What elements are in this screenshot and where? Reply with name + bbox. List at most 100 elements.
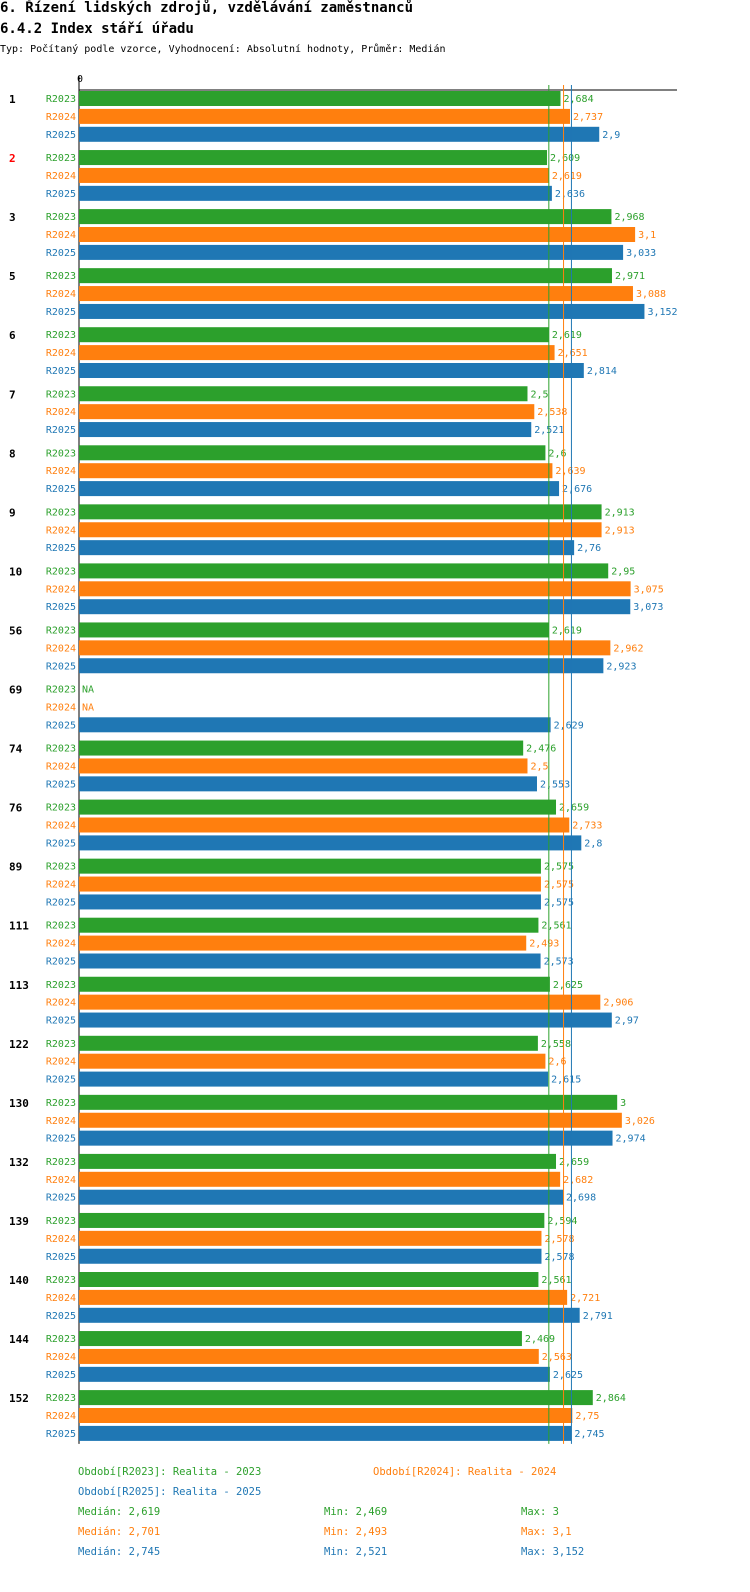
category-label: 132 xyxy=(9,1156,29,1169)
bar xyxy=(79,185,552,201)
bar xyxy=(79,563,609,579)
data-label: 2,864 xyxy=(596,1393,626,1404)
bar xyxy=(79,1071,549,1087)
bar xyxy=(79,1425,572,1441)
data-label: 2,5 xyxy=(530,389,548,400)
stat-max-r2025: Max: 3,152 xyxy=(521,1546,585,1558)
series-label: R2025 xyxy=(46,366,76,377)
data-label: 2,75 xyxy=(575,1411,599,1422)
bar xyxy=(79,504,602,520)
series-label: R2023 xyxy=(46,212,76,223)
series-label: R2023 xyxy=(46,1334,76,1345)
bar xyxy=(79,244,624,260)
series-label: R2024 xyxy=(46,939,76,950)
bar xyxy=(79,758,528,774)
series-label: R2024 xyxy=(46,1293,76,1304)
category-label: 6 xyxy=(9,329,16,342)
data-label: 2,97 xyxy=(615,1016,639,1027)
series-label: R2024 xyxy=(46,230,76,241)
series-label: R2025 xyxy=(46,661,76,672)
data-label: 2,636 xyxy=(555,189,585,200)
bar xyxy=(79,268,612,284)
series-label: R2025 xyxy=(46,130,76,141)
bar xyxy=(79,422,532,438)
bar xyxy=(79,917,539,933)
series-label: R2024 xyxy=(46,761,76,772)
bar xyxy=(79,658,604,674)
series-label: R2024 xyxy=(46,1411,76,1422)
category-label: 140 xyxy=(9,1274,29,1287)
bar xyxy=(79,126,600,142)
data-label: 2,721 xyxy=(570,1293,600,1304)
data-label: 2,553 xyxy=(540,779,570,790)
category-label: 89 xyxy=(9,861,22,874)
bar xyxy=(79,953,541,969)
bar xyxy=(79,91,561,106)
bar xyxy=(79,1307,580,1323)
data-label: 2,619 xyxy=(552,330,582,341)
data-label: 2,95 xyxy=(611,566,635,577)
stat-min-r2025: Min: 2,521 xyxy=(324,1546,388,1558)
data-label: 2,659 xyxy=(559,803,589,814)
data-label: 2,5 xyxy=(530,761,548,772)
series-label: R2025 xyxy=(46,248,76,259)
category-label: 76 xyxy=(9,802,23,815)
data-label: 2,9 xyxy=(602,130,620,141)
series-label: R2023 xyxy=(46,625,76,636)
category-label: 10 xyxy=(9,565,22,578)
bar xyxy=(79,1408,573,1423)
category-label: 1 xyxy=(9,93,16,106)
series-label: R2024 xyxy=(46,1234,76,1245)
bar xyxy=(79,150,548,166)
category-label: 130 xyxy=(9,1097,29,1110)
data-label: 2,578 xyxy=(544,1234,574,1245)
data-label: 2,745 xyxy=(574,1429,604,1440)
series-label: R2023 xyxy=(46,1216,76,1227)
series-label: R2023 xyxy=(46,744,76,755)
data-label: 2,615 xyxy=(551,1075,581,1086)
bar xyxy=(79,286,633,302)
series-label: R2024 xyxy=(46,821,76,832)
bar xyxy=(79,303,645,319)
data-label: 3,026 xyxy=(625,1116,655,1127)
series-label: R2023 xyxy=(46,685,76,696)
series-label: R2024 xyxy=(46,880,76,891)
stat-median-r2023: Medián: 2,619 xyxy=(78,1506,161,1518)
series-label: R2024 xyxy=(46,348,76,359)
series-label: R2025 xyxy=(46,425,76,436)
bar xyxy=(79,404,535,420)
data-label: 2,737 xyxy=(573,112,603,123)
bar xyxy=(79,1112,622,1128)
bar xyxy=(79,445,546,461)
category-label: 113 xyxy=(9,979,29,992)
series-label: R2023 xyxy=(46,862,76,873)
series-label: R2024 xyxy=(46,1352,76,1363)
data-label: 3,1 xyxy=(638,230,656,241)
data-label: 3,075 xyxy=(634,584,664,595)
data-label: 2,962 xyxy=(613,643,643,654)
data-label: 2,563 xyxy=(542,1352,572,1363)
data-label: 2,538 xyxy=(537,407,567,418)
bar xyxy=(79,1272,539,1287)
series-label: R2024 xyxy=(46,289,76,300)
data-label: 2,6 xyxy=(548,1057,566,1068)
series-label: R2024 xyxy=(46,702,76,713)
series-label: R2023 xyxy=(46,1393,76,1404)
category-label: 74 xyxy=(9,743,23,756)
series-label: R2024 xyxy=(46,1057,76,1068)
series-label: R2023 xyxy=(46,94,76,105)
bar xyxy=(79,776,537,792)
series-label: R2024 xyxy=(46,1116,76,1127)
category-label: 8 xyxy=(9,447,16,460)
data-label: 2,6 xyxy=(548,448,566,459)
data-label: 2,561 xyxy=(541,921,571,932)
series-label: R2023 xyxy=(46,507,76,518)
bar xyxy=(79,740,524,756)
stat-median-r2025: Medián: 2,745 xyxy=(78,1546,161,1558)
legend-period-r2025: Období[R2025]: Realita - 2025 xyxy=(78,1486,262,1498)
bar xyxy=(79,894,541,910)
data-label: 3,033 xyxy=(626,248,656,259)
data-label: 2,575 xyxy=(544,897,574,908)
data-label: 2,619 xyxy=(552,171,582,182)
data-label: 2,625 xyxy=(553,980,583,991)
